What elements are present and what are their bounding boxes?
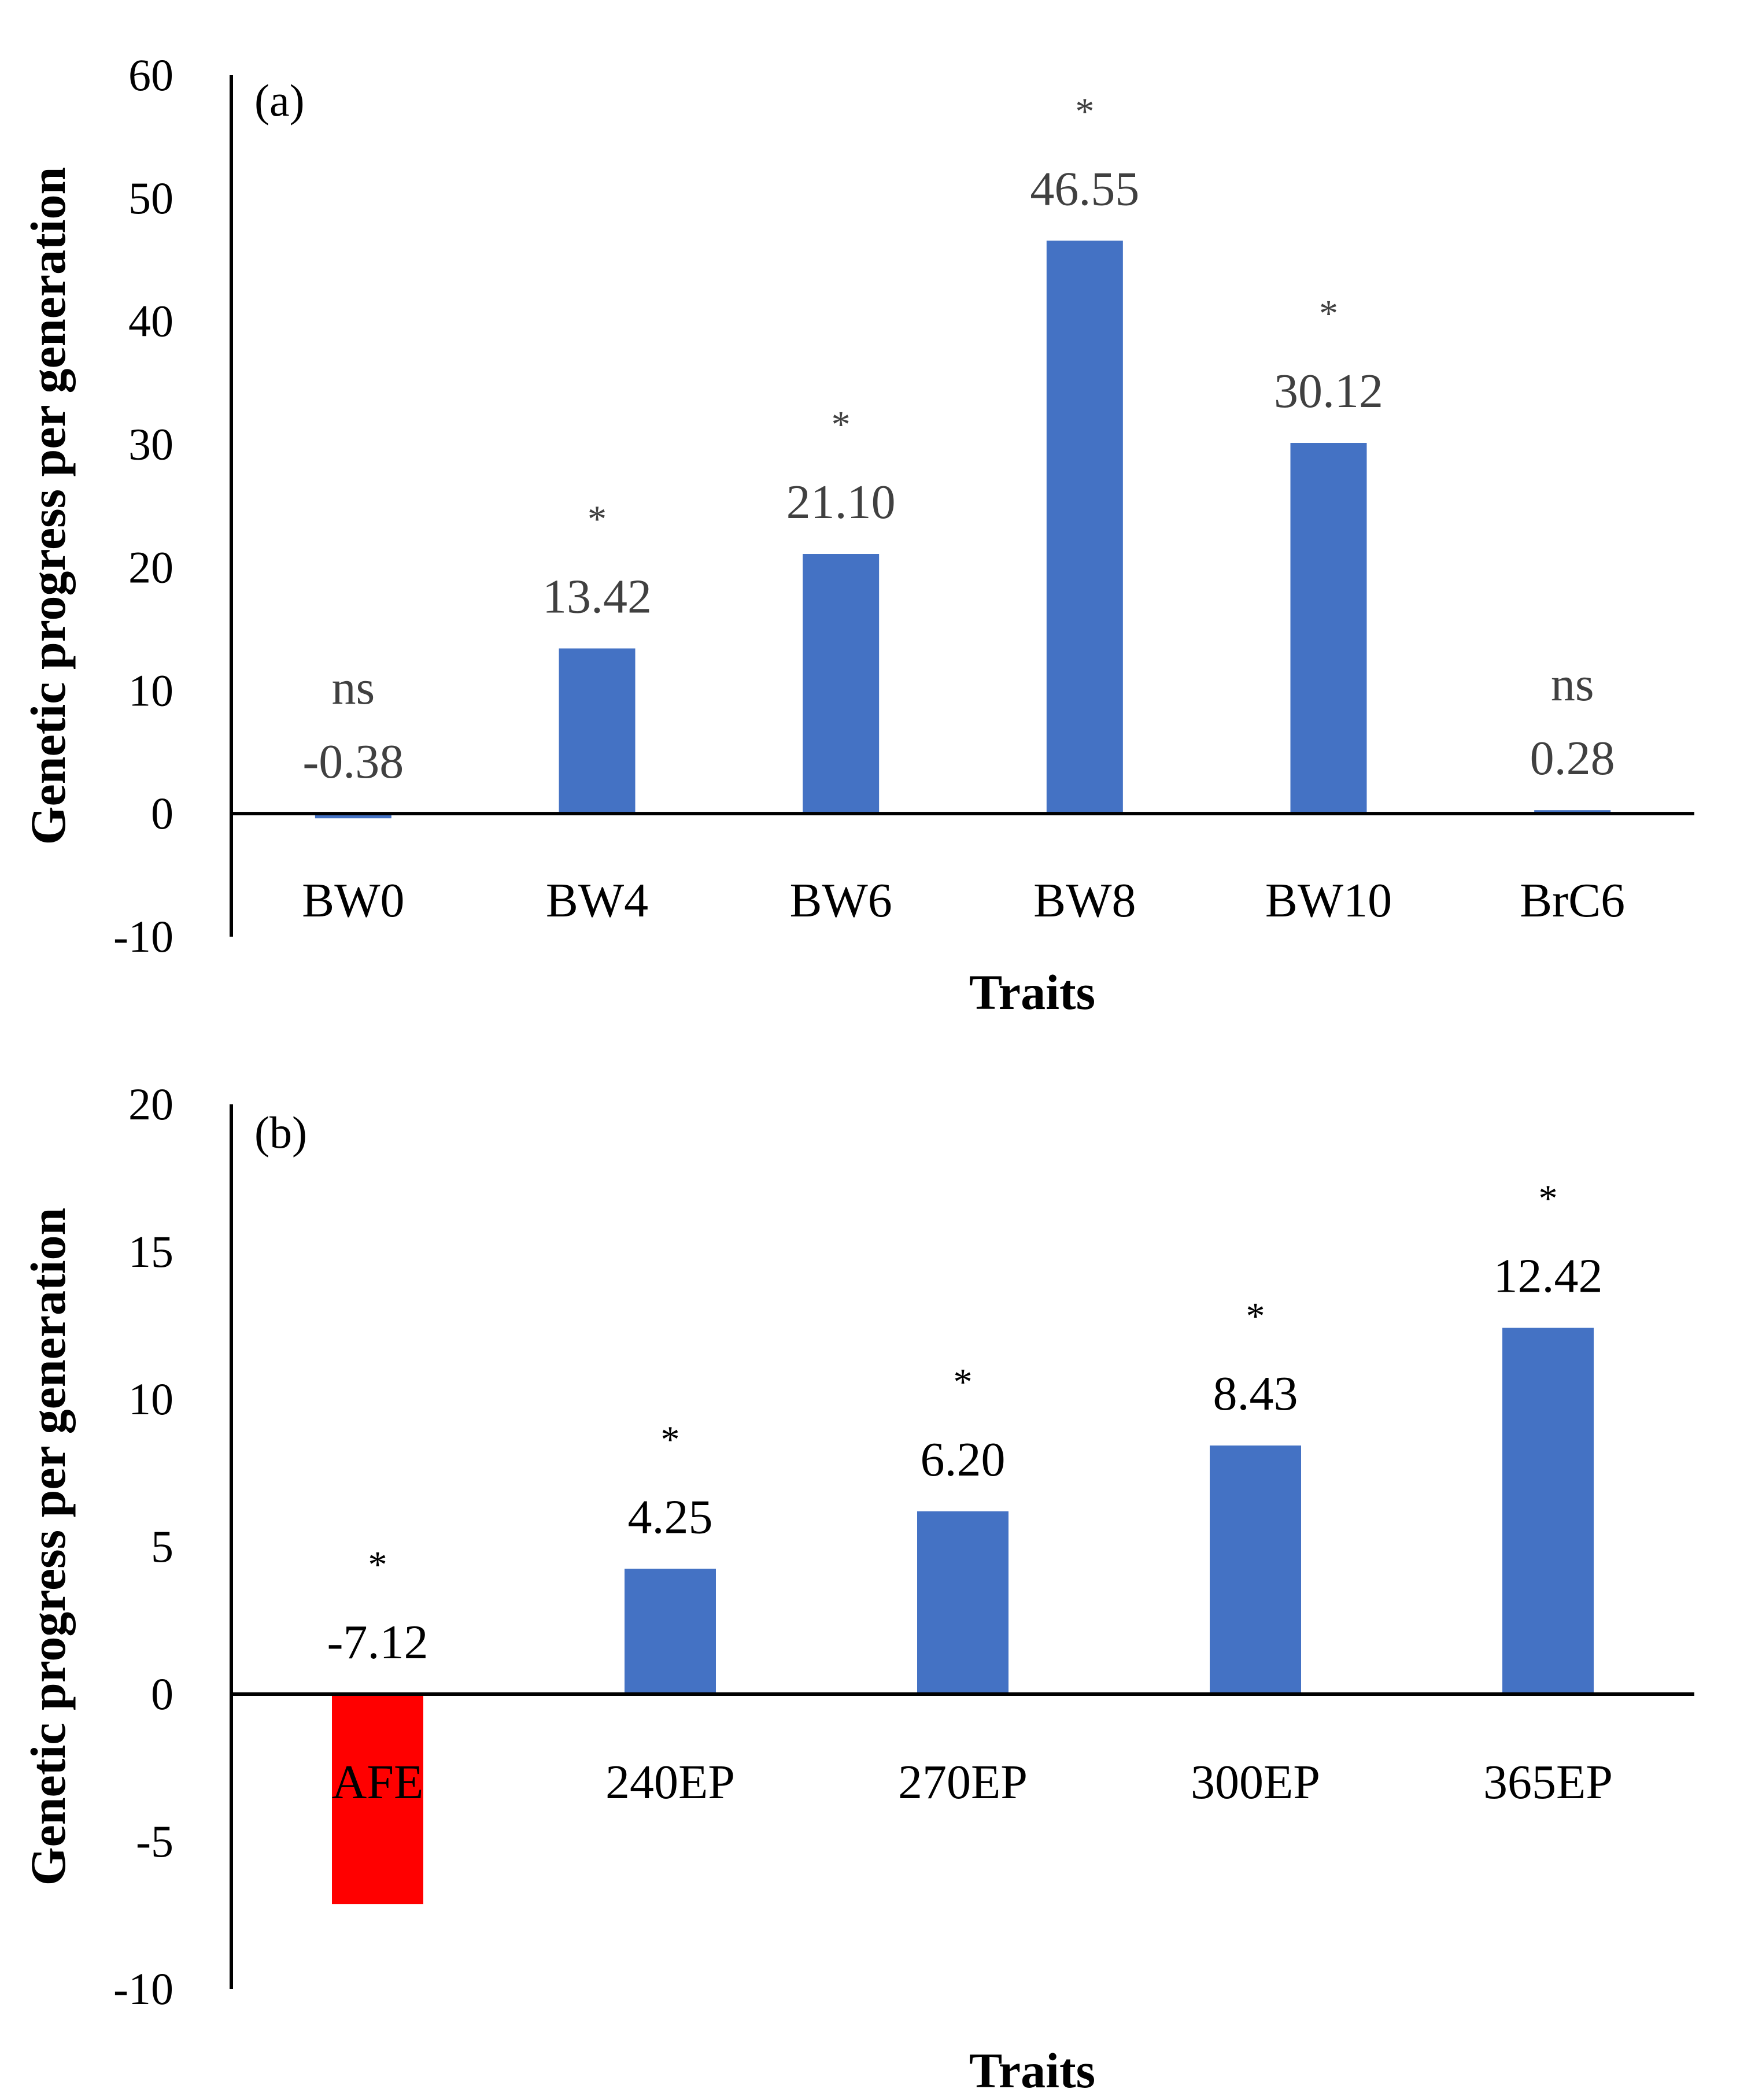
y-tick-label: 5 [151, 1521, 173, 1572]
bar-bw10 [1290, 443, 1367, 814]
y-tick-label: 50 [128, 173, 173, 223]
bar-365ep [1502, 1328, 1594, 1694]
y-tick-label: 10 [128, 1374, 173, 1424]
y-tick-label: 0 [151, 788, 173, 838]
significance-label: * [588, 498, 607, 540]
value-label: 6.20 [921, 1433, 1006, 1487]
significance-label: * [1246, 1295, 1265, 1337]
y-tick-label: -10 [113, 1964, 173, 2014]
category-label: BW4 [546, 874, 648, 927]
value-label: 30.12 [1274, 364, 1383, 418]
y-tick-label: 10 [128, 665, 173, 715]
y-axis-title: Genetic progress per generation [20, 167, 76, 845]
category-label: BW6 [790, 874, 892, 927]
value-label: 12.42 [1494, 1249, 1603, 1303]
bar-afe [332, 1694, 423, 1905]
significance-label: * [954, 1361, 973, 1403]
y-tick-label: 60 [128, 50, 173, 100]
bar-bw4 [559, 648, 636, 814]
value-label: 4.25 [628, 1490, 713, 1544]
value-label: -0.38 [302, 735, 404, 789]
bar-bw0 [315, 814, 391, 819]
x-axis-title: Traits [969, 2043, 1095, 2098]
bar-270ep [917, 1511, 1009, 1694]
value-label: -7.12 [327, 1615, 428, 1669]
y-tick-label: 30 [128, 419, 173, 469]
category-label: BW0 [302, 874, 404, 927]
significance-label: * [1539, 1178, 1558, 1220]
category-label: BW10 [1265, 874, 1392, 927]
y-tick-label: -10 [113, 911, 173, 962]
significance-label: ns [1551, 657, 1594, 711]
significance-label: * [832, 404, 851, 446]
significance-label: * [1319, 293, 1338, 335]
value-label: 0.28 [1530, 731, 1615, 785]
significance-label: * [661, 1418, 680, 1461]
y-axis-title: Genetic progress per generation [20, 1208, 76, 1886]
y-tick-label: 20 [128, 1079, 173, 1129]
value-label: 13.42 [542, 570, 652, 623]
category-label: BrC6 [1520, 874, 1625, 927]
category-label: AFE [332, 1755, 424, 1809]
x-axis-title: Traits [969, 964, 1095, 1020]
significance-label: * [368, 1544, 387, 1586]
y-tick-label: 20 [128, 542, 173, 592]
category-label: 300EP [1191, 1755, 1320, 1809]
y-tick-label: 40 [128, 296, 173, 346]
category-label: 365EP [1483, 1755, 1613, 1809]
y-tick-label: 15 [128, 1226, 173, 1277]
bar-240ep [625, 1569, 716, 1694]
category-label: 270EP [898, 1755, 1028, 1809]
significance-label: ns [331, 661, 375, 715]
panel-label: (b) [254, 1107, 307, 1158]
y-tick-label: 0 [151, 1669, 173, 1719]
value-label: 46.55 [1030, 162, 1139, 216]
panel-a-chart: -10 0 10 20 30 40 50 60 Genetic progress per gen… [20, 50, 1694, 1020]
panel-label: (a) [254, 75, 305, 125]
value-label: 8.43 [1213, 1367, 1298, 1421]
bar-bw6 [803, 554, 880, 814]
y-tick-label: -5 [136, 1816, 173, 1866]
bar-300ep [1210, 1445, 1301, 1694]
panel-b-chart: -10 -5 0 5 10 15 20 Genetic progress per genera… [20, 1079, 1694, 2098]
value-label: 21.10 [786, 475, 896, 529]
bar-bw8 [1046, 241, 1123, 814]
category-label: BW8 [1033, 874, 1136, 927]
category-label: 240EP [605, 1755, 735, 1809]
significance-label: * [1075, 90, 1094, 132]
